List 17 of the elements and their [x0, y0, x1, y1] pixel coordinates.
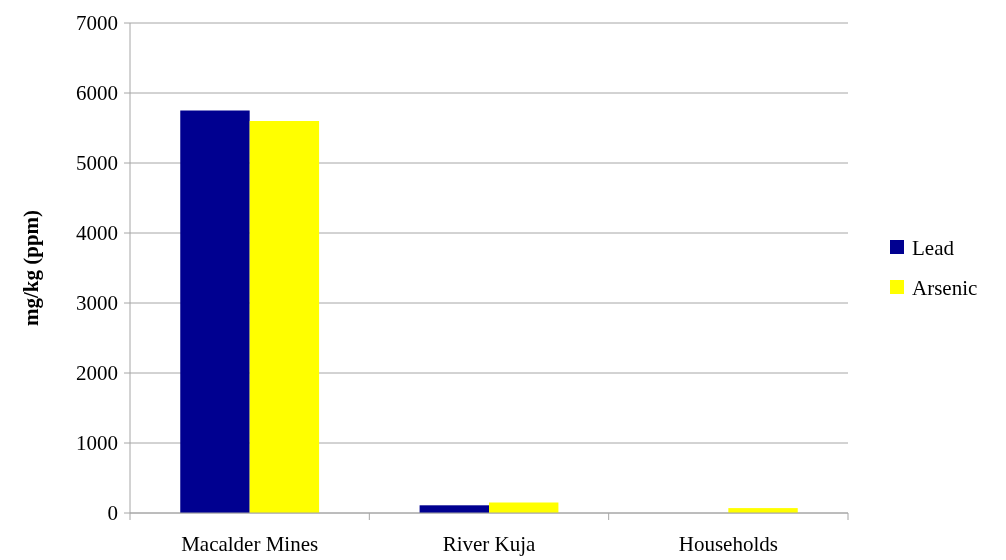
legend-label: Arsenic	[912, 276, 978, 301]
y-tick-label: 4000	[76, 221, 118, 246]
y-tick-label: 5000	[76, 151, 118, 176]
y-tick-label: 6000	[76, 81, 118, 106]
legend-label: Lead	[912, 236, 955, 261]
y-axis-title: mg/kg (ppm)	[19, 209, 43, 327]
y-tick-label: 0	[107, 501, 118, 526]
y-tick-label: 7000	[76, 11, 118, 36]
y-tick-label: 2000	[76, 361, 118, 386]
bar	[249, 121, 320, 513]
y-tick-label: 3000	[76, 291, 118, 316]
x-tick-label: River Kuja	[442, 532, 537, 556]
bar	[419, 505, 489, 513]
bar	[180, 110, 250, 513]
x-tick-label: Households	[678, 532, 778, 556]
y-tick-label: 1000	[76, 431, 118, 456]
x-tick-label: Macalder Mines	[181, 532, 319, 556]
